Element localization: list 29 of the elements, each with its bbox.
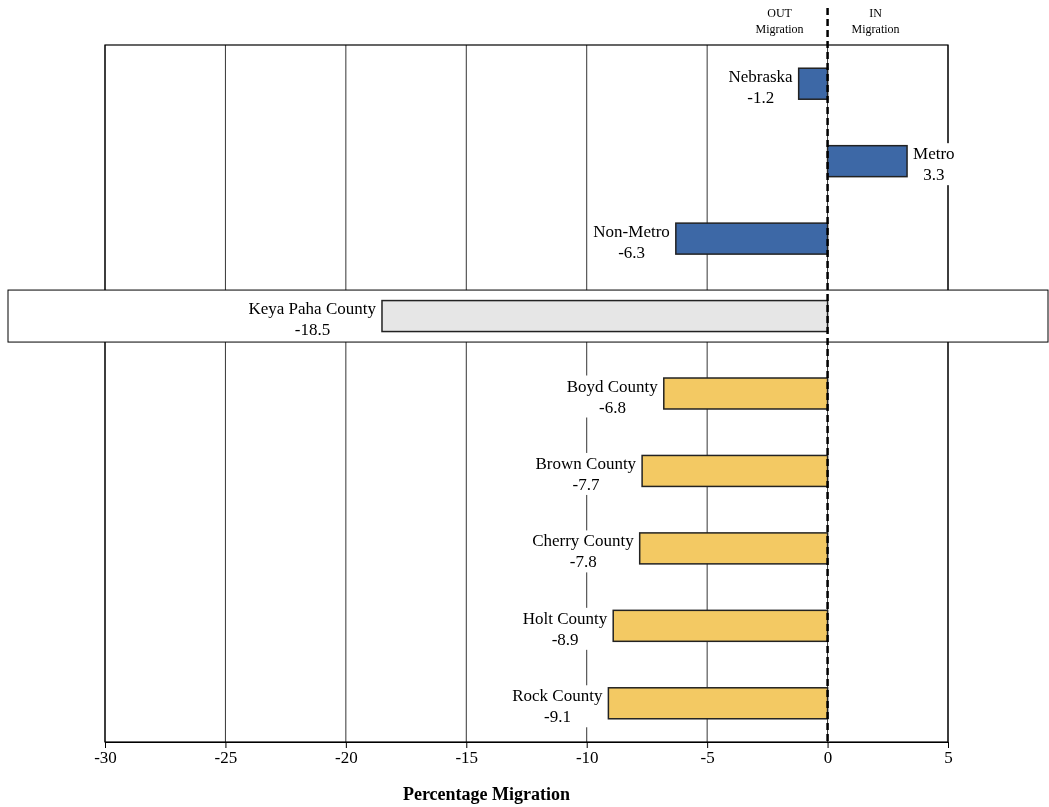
y-tick-label: Cherry County [532,531,635,551]
y-tick-label: Brown County [535,453,637,473]
x-axis-title: Percentage Migration [402,784,571,804]
x-tick-label: 5 [944,748,953,768]
x-tick-label: -25 [214,748,238,768]
data-label: -7.8 [569,552,597,572]
x-tick-label: 0 [823,748,833,768]
y-tick-label: Boyd County [566,376,659,396]
data-label: -1.2 [747,87,775,107]
y-tick-label: Nebraska [728,66,794,86]
data-label: -18.5 [294,320,331,340]
text: IN Migration [851,6,900,36]
y-tick-label: Non-Metro [593,221,670,241]
data-label: -8.9 [551,629,579,649]
x-tick-label: -5 [700,748,715,768]
data-label: -7.7 [572,474,601,494]
y-tick-label: Keya Paha County [248,299,377,319]
data-label: -6.3 [618,242,646,262]
data-label: -9.1 [544,707,571,727]
y-tick-label: Metro [913,144,955,164]
data-label: 3.3 [923,165,945,185]
text: OUT Migration [755,6,804,36]
x-tick-label: -10 [575,748,599,768]
data-label: -6.8 [599,397,626,417]
x-tick-label: -15 [455,748,479,768]
x-tick-label: -20 [335,748,358,768]
x-tick-label: -30 [94,748,117,768]
y-tick-label: Rock County [512,686,603,706]
y-tick-label: Holt County [522,608,608,628]
